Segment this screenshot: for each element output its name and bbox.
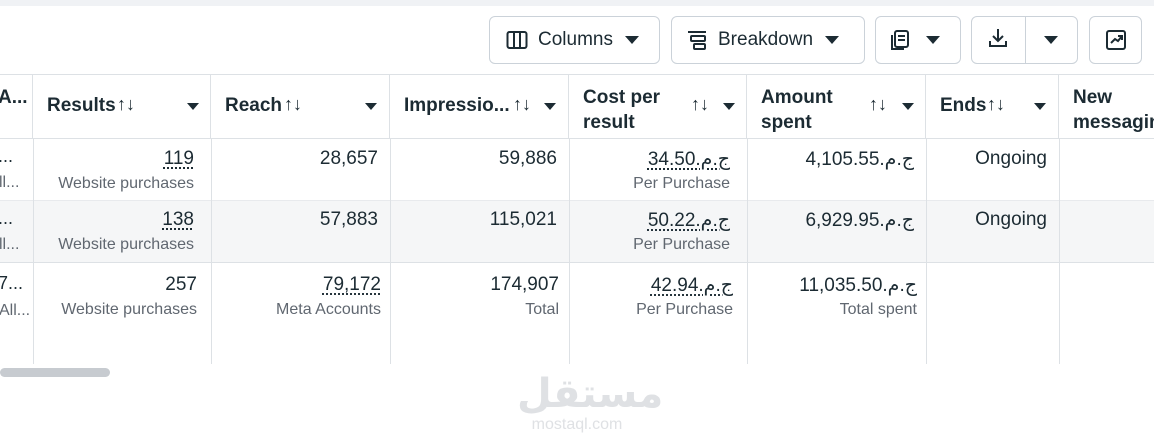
column-header-prev-label: A... <box>0 87 28 108</box>
column-divider <box>211 139 212 364</box>
amount-spent-value: ج.م.4,105.55 <box>805 149 914 170</box>
total-cost-value-link[interactable]: ج.م.42.94 <box>650 275 733 296</box>
sort-icon[interactable]: ↑↓ <box>869 94 887 114</box>
column-header-ends[interactable]: Ends ↑↓ <box>926 75 1059 139</box>
cost-label: Per Purchase <box>633 236 730 253</box>
watermark-arabic: مستقل <box>517 371 664 417</box>
results-label: Website purchases <box>58 175 194 192</box>
column-header-prev[interactable]: A... <box>0 75 33 139</box>
column-header-cost-per-result[interactable]: Cost per result ↑↓ <box>569 75 747 139</box>
total-impressions-value: 174,907 <box>490 274 559 295</box>
columns-icon <box>506 30 528 50</box>
total-cost-label: Per Purchase <box>636 301 733 318</box>
horizontal-scrollbar[interactable] <box>0 368 110 377</box>
cost-value-link[interactable]: ج.م.50.22 <box>647 210 730 231</box>
toolbar: Columns Breakdown <box>0 16 1154 64</box>
column-divider <box>747 139 748 364</box>
cell-prev-sub: All... <box>0 302 31 319</box>
total-amount-spent-value: ج.م.11,035.50 <box>799 275 917 296</box>
watermark-latin: mostaql.com <box>531 416 623 433</box>
total-amount-spent-label: Total spent <box>839 301 917 318</box>
column-divider <box>390 139 391 364</box>
column-divider <box>569 139 570 364</box>
columns-button[interactable]: Columns <box>489 16 660 64</box>
column-header-amount-spent[interactable]: Amount spent ↑↓ <box>747 75 926 139</box>
export-split-button <box>971 16 1078 64</box>
total-reach-label: Meta Accounts <box>276 301 381 318</box>
column-header-new-label: New messagin <box>1073 87 1154 133</box>
total-results-value: 257 <box>165 274 197 295</box>
table-row[interactable] <box>0 201 1154 263</box>
reach-value: 57,883 <box>319 209 378 230</box>
column-header-amount-label: Amount spent <box>761 87 833 133</box>
reach-value: 28,657 <box>319 148 378 169</box>
chevron-down-icon <box>1044 36 1059 44</box>
breakdown-button[interactable]: Breakdown <box>671 16 865 64</box>
chevron-down-icon[interactable] <box>902 103 914 110</box>
column-divider <box>33 139 34 364</box>
chevron-down-icon[interactable] <box>544 103 556 110</box>
top-strip <box>0 0 1154 6</box>
results-value-link[interactable]: 138 <box>162 209 194 230</box>
chart-icon <box>1105 29 1127 51</box>
cell-prev: ... <box>0 146 14 166</box>
columns-label: Columns <box>538 29 613 50</box>
column-divider <box>926 139 927 364</box>
ads-table: A... Results ↑↓ Reach ↑↓ Impressio... ↑↓… <box>0 74 1154 364</box>
cell-prev-sub: ll... <box>0 174 20 191</box>
download-icon <box>987 27 1009 54</box>
impressions-value: 115,021 <box>489 209 557 230</box>
ends-value: Ongoing <box>975 148 1047 169</box>
cost-value-link[interactable]: ج.م.34.50 <box>647 149 730 170</box>
column-divider <box>1059 139 1060 364</box>
sort-icon[interactable]: ↑↓ <box>284 94 302 114</box>
chevron-down-icon <box>825 36 840 44</box>
column-header-cost-label: Cost per result <box>583 87 661 133</box>
breakdown-icon <box>686 29 708 51</box>
reports-icon <box>890 29 912 51</box>
column-header-results[interactable]: Results ↑↓ <box>33 75 211 139</box>
total-results-label: Website purchases <box>61 301 197 318</box>
total-reach-value-link[interactable]: 79,172 <box>322 274 381 295</box>
sort-icon[interactable]: ↑↓ <box>691 94 709 114</box>
impressions-value: 59,886 <box>498 148 557 169</box>
cell-prev: ... <box>0 208 14 228</box>
amount-spent-value: ج.م.6,929.95 <box>805 210 914 231</box>
table-header: A... Results ↑↓ Reach ↑↓ Impressio... ↑↓… <box>0 74 1154 139</box>
breakdown-label: Breakdown <box>718 29 814 50</box>
export-options-button[interactable] <box>1024 17 1078 63</box>
column-header-results-label: Results <box>47 95 116 116</box>
column-header-ends-label: Ends <box>940 95 987 116</box>
results-label: Website purchases <box>58 236 194 253</box>
cell-prev: 7... <box>0 273 24 293</box>
chevron-down-icon[interactable] <box>365 103 377 110</box>
sort-icon[interactable]: ↑↓ <box>117 94 135 114</box>
column-header-new-messaging[interactable]: New messagin <box>1059 75 1154 139</box>
chevron-down-icon[interactable] <box>1034 103 1046 110</box>
column-header-impressions-label: Impressio... <box>404 95 510 116</box>
chevron-down-icon <box>926 36 940 44</box>
watermark: مستقل mostaql.com <box>517 371 664 434</box>
ends-value: Ongoing <box>975 209 1047 230</box>
charts-button[interactable] <box>1089 16 1142 64</box>
chevron-down-icon[interactable] <box>723 103 735 110</box>
download-button[interactable] <box>972 17 1025 63</box>
total-impressions-label: Total <box>525 301 559 318</box>
chevron-down-icon[interactable] <box>187 103 199 110</box>
chevron-down-icon <box>624 36 639 44</box>
column-header-reach-label: Reach <box>225 95 283 116</box>
sort-icon[interactable]: ↑↓ <box>513 94 531 114</box>
reports-button[interactable] <box>875 16 961 64</box>
sort-icon[interactable]: ↑↓ <box>987 94 1005 114</box>
cost-label: Per Purchase <box>633 175 730 192</box>
column-header-impressions[interactable]: Impressio... ↑↓ <box>390 75 569 139</box>
results-value-link[interactable]: 119 <box>163 148 194 169</box>
column-header-reach[interactable]: Reach ↑↓ <box>211 75 390 139</box>
table-total-row <box>0 263 1154 364</box>
cell-prev-sub: ll... <box>0 236 20 253</box>
table-row[interactable] <box>0 139 1154 201</box>
